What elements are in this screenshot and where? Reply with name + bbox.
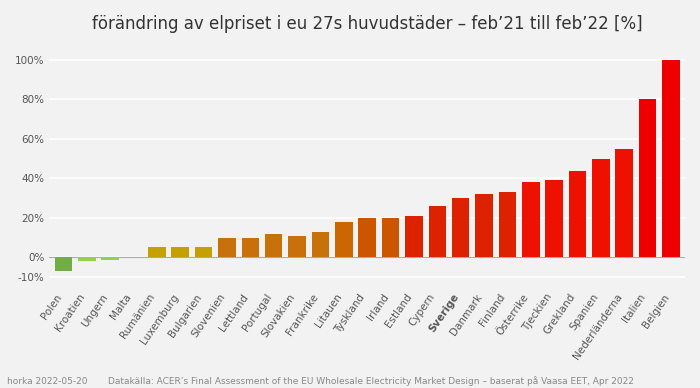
Bar <box>288 236 306 258</box>
Bar <box>265 234 283 258</box>
Bar <box>78 258 95 262</box>
Bar <box>382 218 399 258</box>
Title: förändring av elpriset i eu 27s huvudstäder – feb’21 till feb’22 [%]: förändring av elpriset i eu 27s huvudstä… <box>92 15 643 33</box>
Bar <box>498 192 516 258</box>
Bar <box>662 60 680 258</box>
Bar <box>475 194 493 258</box>
Bar <box>195 246 212 258</box>
Bar <box>568 170 587 258</box>
Bar <box>615 149 633 258</box>
Bar <box>405 216 423 258</box>
Text: Datakälla: ACER’s Final Assessment of the EU Wholesale Electricity Market Design: Datakälla: ACER’s Final Assessment of th… <box>108 376 634 386</box>
Bar <box>545 180 563 258</box>
Bar <box>312 232 329 258</box>
Bar <box>241 238 259 258</box>
Bar <box>592 159 610 258</box>
Bar <box>639 99 657 258</box>
Bar <box>102 258 119 260</box>
Bar <box>358 218 376 258</box>
Bar <box>148 246 166 258</box>
Bar <box>522 182 540 258</box>
Bar <box>55 258 72 271</box>
Bar <box>218 238 236 258</box>
Bar <box>452 198 470 258</box>
Bar <box>335 222 353 258</box>
Bar <box>172 246 189 258</box>
Bar <box>428 206 446 258</box>
Text: horka 2022-05-20: horka 2022-05-20 <box>7 377 88 386</box>
